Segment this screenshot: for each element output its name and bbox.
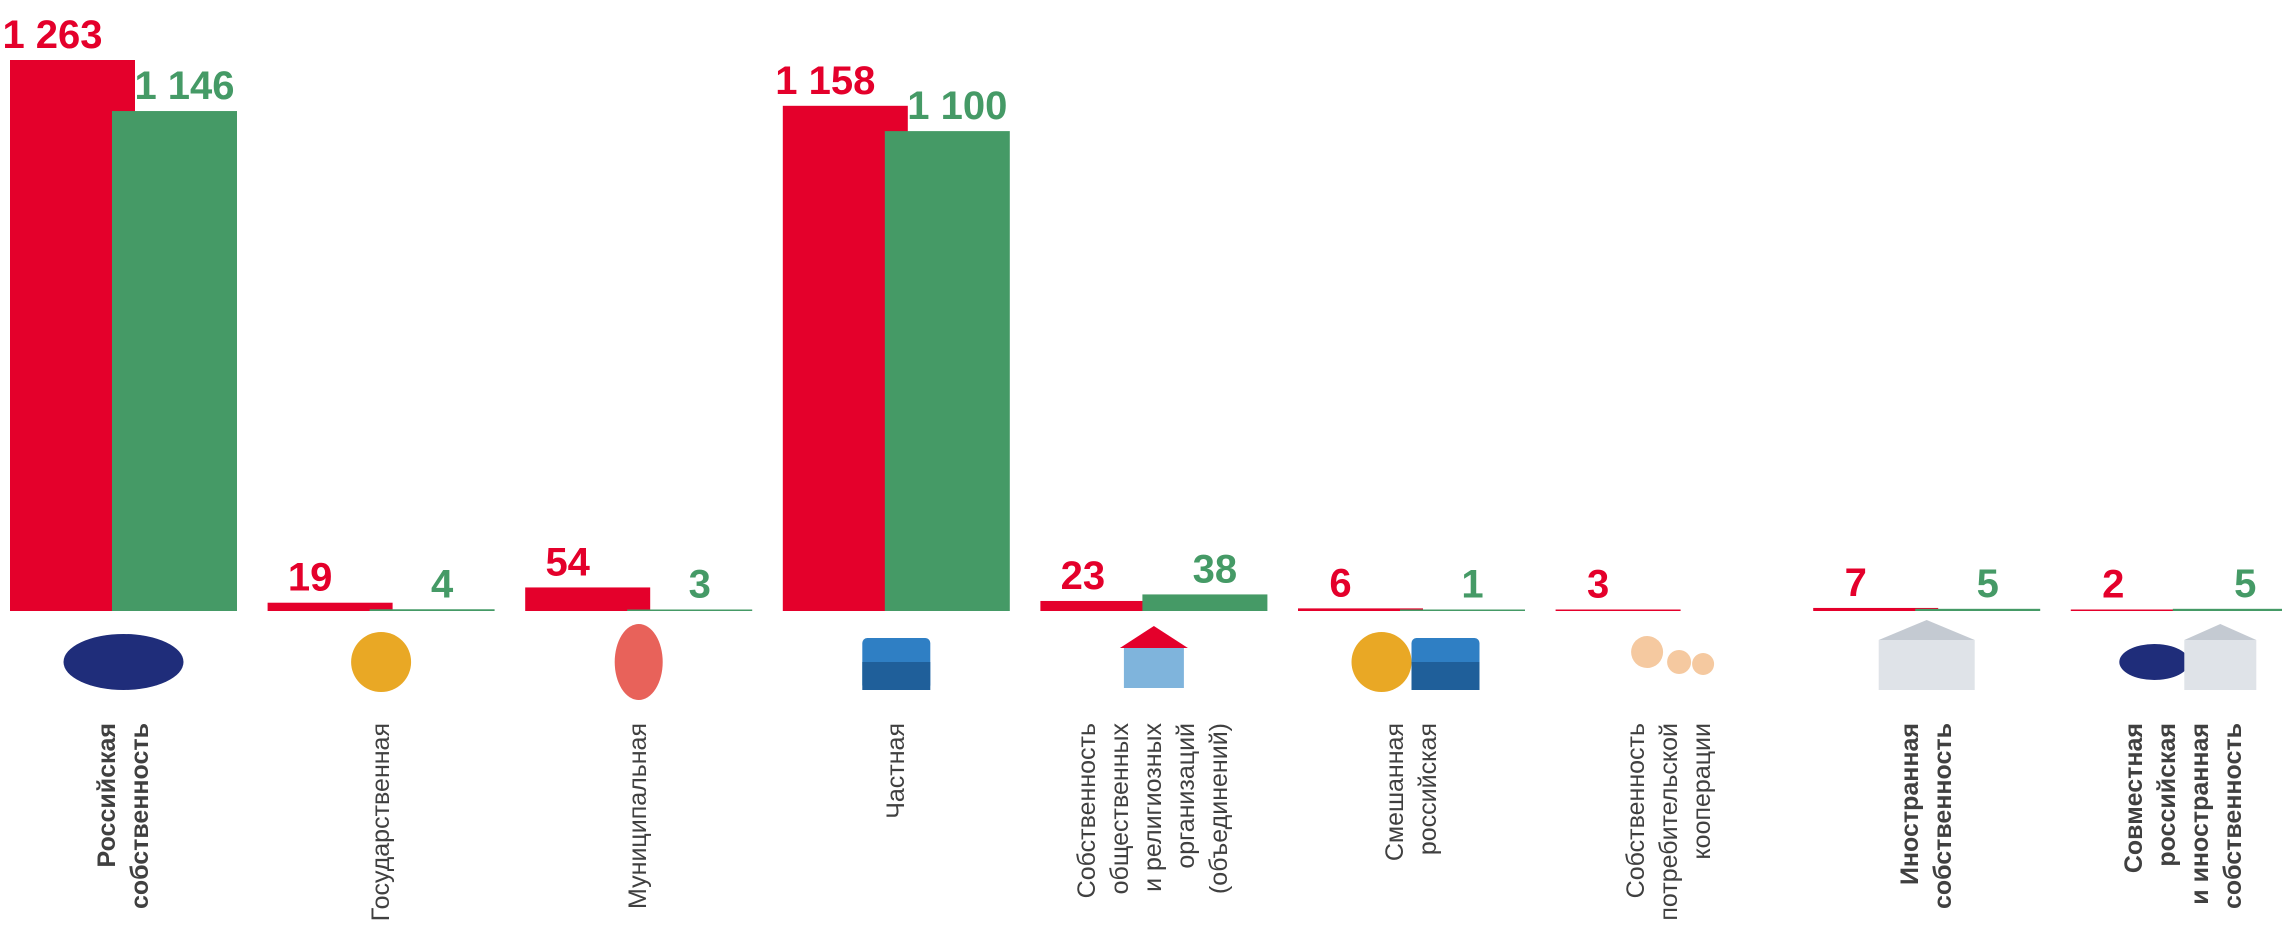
bar xyxy=(267,602,393,611)
value-label: 54 xyxy=(545,540,590,584)
bar xyxy=(1555,609,1681,611)
value-label: 5 xyxy=(2234,562,2256,606)
value-label: 6 xyxy=(1329,561,1351,605)
bar xyxy=(2172,608,2282,611)
value-label: 23 xyxy=(1061,554,1106,598)
bar xyxy=(525,587,651,611)
category-label: Частная xyxy=(881,723,910,819)
category-icon xyxy=(862,638,931,690)
category-label: Собственность общественных и религиозных… xyxy=(1073,723,1234,899)
category-label: Муниципальная xyxy=(624,723,653,909)
category-icon xyxy=(351,632,412,692)
value-label: 3 xyxy=(689,563,711,607)
value-label: 2 xyxy=(2102,563,2124,607)
bar xyxy=(1040,600,1166,611)
bar xyxy=(884,131,1010,611)
bar xyxy=(1813,607,1939,611)
category-icon xyxy=(1119,626,1188,688)
bar xyxy=(1142,594,1268,611)
value-label: 1 263 xyxy=(2,13,102,57)
category-icon xyxy=(1878,620,1975,690)
bar xyxy=(1298,608,1423,611)
value-label: 19 xyxy=(288,556,333,600)
category-label: Государственная xyxy=(366,723,395,922)
category-label: Иностранная собственность xyxy=(1895,723,1957,910)
category-label: Российская собственность xyxy=(92,723,154,910)
value-label: 38 xyxy=(1193,547,1238,591)
bar xyxy=(112,111,237,611)
bar xyxy=(369,609,495,611)
category-label: Смешанная российская xyxy=(1380,723,1442,862)
value-label: 1 158 xyxy=(775,59,875,103)
category-icon xyxy=(2119,624,2257,690)
bar xyxy=(1915,608,2041,611)
value-label: 7 xyxy=(1845,561,1867,605)
value-label: 4 xyxy=(431,562,454,606)
bar xyxy=(1400,609,1525,611)
category-icon xyxy=(1631,636,1715,675)
value-label: 1 146 xyxy=(134,64,234,108)
category-icon xyxy=(1351,632,1480,692)
bar xyxy=(627,609,753,611)
value-label: 3 xyxy=(1587,563,1609,607)
category-icon xyxy=(614,624,663,700)
category-label: Собственность потребительской кооперации xyxy=(1621,723,1716,921)
category-label: Совместная российская и иностранная собс… xyxy=(2120,723,2248,910)
value-label: 1 xyxy=(1461,563,1483,607)
value-label: 1 100 xyxy=(907,84,1007,128)
value-label: 5 xyxy=(1977,562,1999,606)
bar xyxy=(2070,609,2196,611)
category-icon xyxy=(63,634,184,690)
